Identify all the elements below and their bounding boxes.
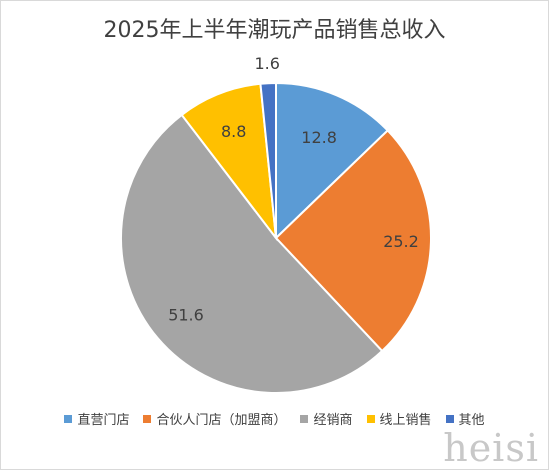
legend-label: 其他 (458, 413, 485, 428)
legend-item: 经销商 (300, 409, 353, 428)
legend-label: 线上销售 (379, 413, 432, 428)
legend-item: 其他 (445, 409, 485, 428)
watermark: heisi (443, 426, 539, 470)
legend-label: 经销商 (313, 413, 353, 428)
pie-slice (274, 129, 432, 353)
legend-swatch (445, 414, 454, 423)
legend-label: 合伙人门店（加盟商） (156, 413, 287, 428)
legend-item: 直营门店 (64, 409, 129, 428)
legend-label: 直营门店 (77, 413, 130, 428)
legend-swatch (64, 414, 73, 423)
pie-slice (180, 82, 278, 242)
pie-slice (259, 81, 277, 239)
legend: 直营门店 合伙人门店（加盟商） 经销商 线上销售 其他 (0, 409, 549, 428)
data-label: 1.6 (254, 54, 279, 73)
data-label: 12.8 (301, 128, 337, 147)
data-label: 25.2 (383, 232, 419, 251)
data-label: 51.6 (168, 305, 204, 324)
pie-slice (119, 113, 384, 394)
chart-title: 2025年上半年潮玩产品销售总收入 (103, 18, 446, 43)
legend-item: 合伙人门店（加盟商） (143, 409, 286, 428)
legend-swatch (366, 414, 375, 423)
legend-swatch (300, 414, 309, 423)
data-label: 8.8 (221, 122, 246, 141)
legend-swatch (143, 414, 152, 423)
legend-item: 线上销售 (366, 409, 432, 428)
pie-slice (275, 81, 390, 241)
